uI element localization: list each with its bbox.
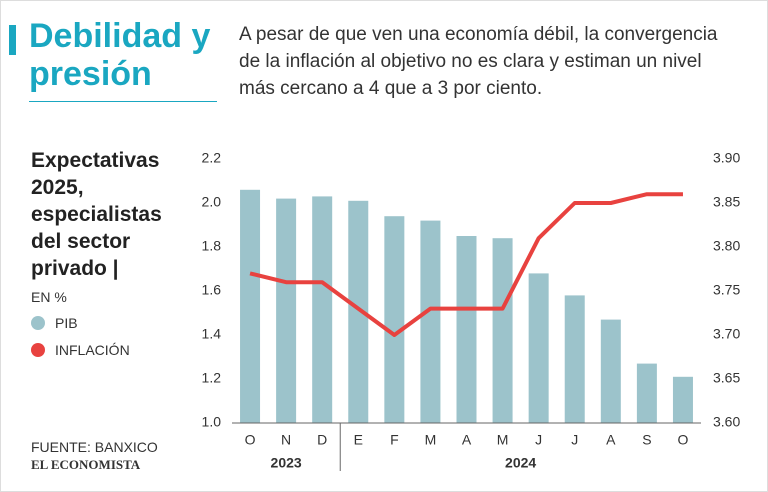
x-tick-label: J — [571, 432, 578, 448]
bar — [564, 295, 585, 423]
year-label: 2023 — [271, 455, 302, 471]
bar — [240, 189, 261, 423]
x-tick-label: M — [497, 432, 509, 448]
bar — [312, 196, 333, 423]
x-tick-label: S — [642, 432, 651, 448]
unit: EN % — [31, 289, 67, 305]
y-tick-label: 1.8 — [202, 238, 222, 254]
x-tick-label: J — [535, 432, 542, 448]
x-tick-label: E — [354, 432, 363, 448]
y-tick-label: 1.4 — [202, 326, 222, 342]
bar — [276, 198, 297, 423]
bar — [528, 273, 549, 423]
chart-label: Expectativas 2025, especialistas del sec… — [31, 149, 162, 280]
y2-tick-label: 3.75 — [713, 282, 740, 298]
source: FUENTE: BANXICO — [31, 439, 158, 455]
legend-swatch — [31, 343, 45, 357]
x-tick-label: O — [245, 432, 256, 448]
bar — [420, 220, 441, 423]
year-label: 2024 — [505, 455, 536, 471]
y2-tick-label: 3.65 — [713, 370, 740, 386]
y-tick-label: 1.2 — [202, 370, 222, 386]
bar — [492, 238, 513, 423]
title-accent — [9, 25, 16, 55]
legend-label: PIB — [55, 315, 78, 331]
legend-label: INFLACIÓN — [55, 342, 130, 358]
y2-tick-label: 3.85 — [713, 194, 740, 210]
bar — [456, 236, 477, 423]
legend-swatch — [31, 316, 45, 330]
x-tick-label: O — [678, 432, 689, 448]
y-tick-label: 2.2 — [202, 150, 222, 166]
bar — [384, 216, 405, 423]
subtitle: A pesar de que ven una economía débil, l… — [239, 24, 718, 99]
bar — [600, 319, 621, 423]
x-tick-label: A — [462, 432, 472, 448]
x-tick-label: F — [390, 432, 399, 448]
x-tick-label: N — [281, 432, 291, 448]
y2-tick-label: 3.80 — [713, 238, 740, 254]
y-tick-label: 1.0 — [202, 414, 222, 430]
x-tick-label: M — [425, 432, 437, 448]
brand: EL ECONOMISTA — [31, 457, 141, 472]
y2-tick-label: 3.90 — [713, 150, 740, 166]
legend-item: INFLACIÓN — [31, 342, 130, 358]
y-tick-label: 2.0 — [202, 194, 222, 210]
line — [249, 192, 683, 337]
x-tick-label: D — [317, 432, 327, 448]
bar — [672, 376, 693, 423]
y2-tick-label: 3.60 — [713, 414, 740, 430]
y-tick-label: 1.6 — [202, 282, 222, 298]
legend-item: PIB — [31, 315, 78, 331]
bar — [636, 363, 657, 423]
x-tick-label: A — [606, 432, 616, 448]
title-rule — [29, 101, 217, 102]
bar — [348, 200, 369, 423]
title: Debilidad y presión — [29, 17, 211, 93]
y2-tick-label: 3.70 — [713, 326, 740, 342]
